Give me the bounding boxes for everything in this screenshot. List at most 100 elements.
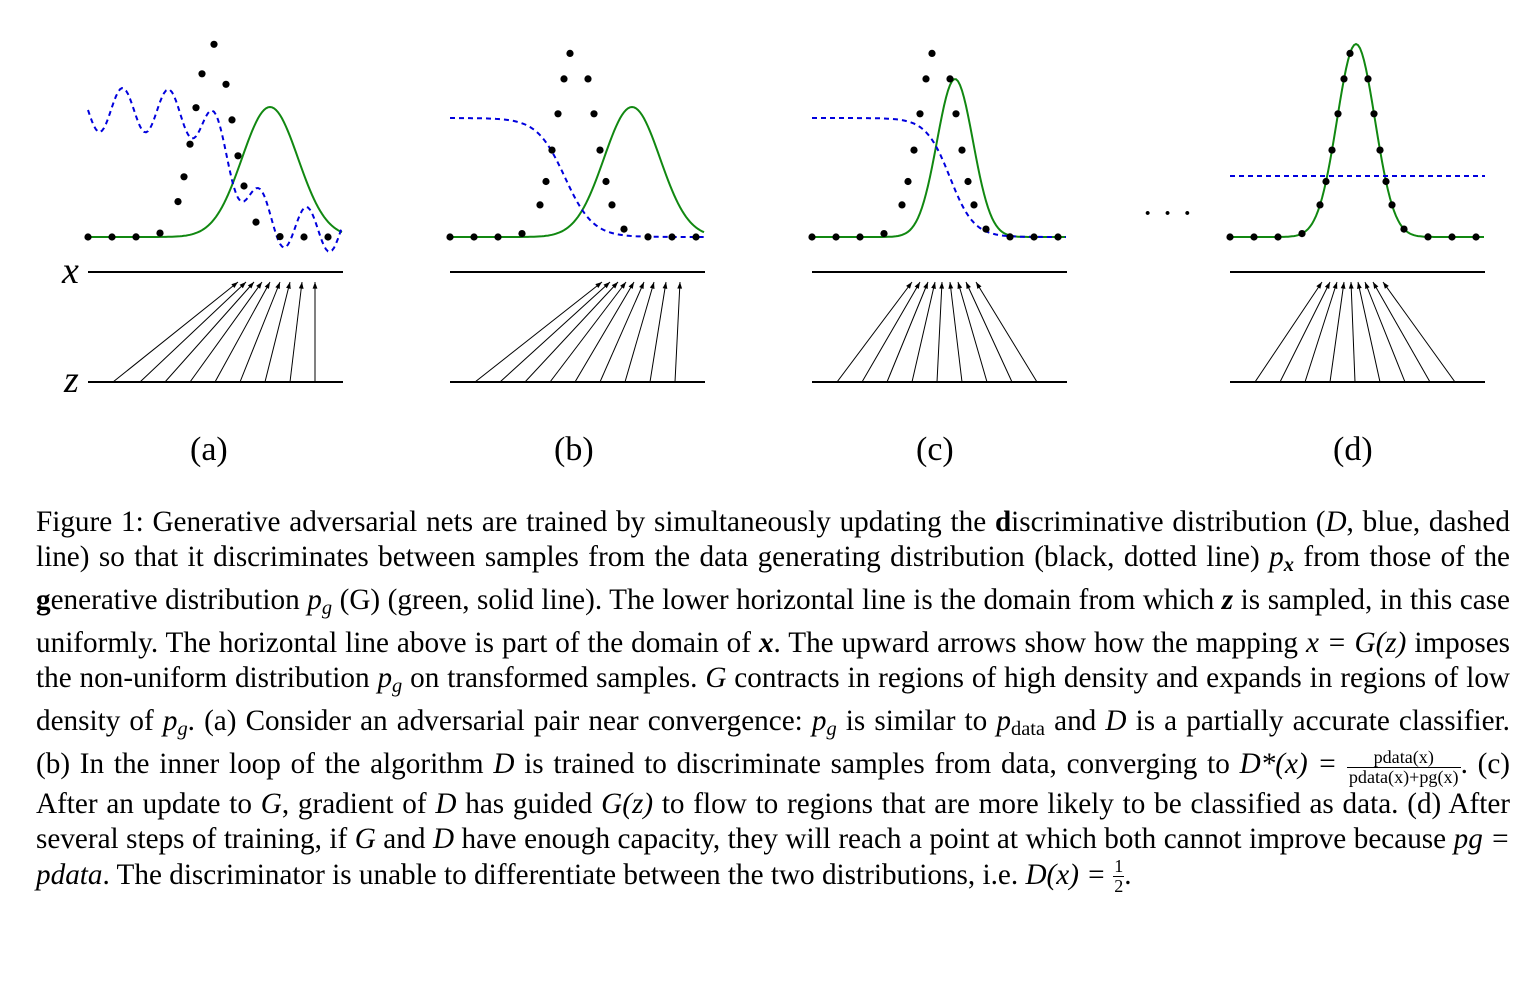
arrowhead-b [603, 282, 610, 289]
data-dot-a [240, 182, 248, 190]
data-dot-a [198, 70, 206, 78]
panel-c-label: (c) [916, 431, 954, 468]
data-dot-d [1316, 201, 1324, 209]
ellipsis: · · · [1142, 195, 1193, 232]
mapping-arrow-c [911, 281, 936, 383]
figure-number: Figure 1: [36, 506, 144, 538]
mapping-arrow-c [936, 281, 943, 383]
arrowhead-d [1357, 282, 1362, 289]
mapping-arrow-a [139, 281, 247, 383]
data-dot-a [222, 80, 230, 88]
arrowhead-a [256, 282, 262, 289]
mapping-arrow-d [1254, 281, 1323, 383]
data-dot-b [596, 146, 604, 154]
data-dot-b [518, 230, 526, 238]
arrowhead-d [1365, 282, 1370, 289]
data-dot-a [180, 173, 188, 181]
data-dot-a [324, 233, 332, 241]
arrowhead-c [939, 282, 945, 289]
data-dot-d [1328, 146, 1336, 154]
arrowhead-a [264, 282, 270, 289]
arrowhead-d [1324, 282, 1330, 289]
data-dot-d [1364, 75, 1372, 83]
arrowhead-b [595, 282, 602, 288]
data-dot-d [1382, 177, 1390, 186]
data-dot-b [668, 233, 676, 241]
data-dot-c [946, 75, 954, 83]
data-dot-b [692, 233, 700, 241]
data-dot-c [1054, 233, 1062, 241]
data-dot-d [1400, 225, 1408, 233]
data-dot-b [620, 225, 628, 233]
generator-curve-c [812, 78, 1066, 238]
arrowhead-a [286, 282, 291, 289]
arrowhead-c [948, 282, 954, 289]
arrowhead-a [298, 282, 304, 289]
data-dot-d [1472, 233, 1480, 241]
mapping-arrow-d [1304, 281, 1338, 383]
mapping-arrow-c [886, 281, 929, 383]
data-dot-b [602, 177, 610, 186]
mapping-arrow-d [1382, 281, 1456, 383]
mapping-arrow-d [1357, 281, 1381, 383]
data-dot-b [470, 233, 478, 241]
mapping-arrow-a [112, 281, 239, 383]
arrowhead-c [957, 282, 963, 289]
data-dot-c [856, 233, 864, 241]
panel-a-label: (a) [190, 431, 228, 468]
data-dot-c [880, 230, 888, 238]
data-dot-d [1448, 233, 1456, 241]
data-dot-b [590, 110, 598, 118]
arrowhead-c [906, 282, 912, 289]
data-dot-a [234, 152, 242, 160]
data-dot-d [1376, 146, 1384, 154]
data-dot-d [1298, 230, 1306, 238]
data-dot-a [252, 218, 260, 226]
data-dot-c [808, 233, 816, 241]
data-dot-a [186, 140, 194, 148]
data-dot-b [494, 233, 502, 241]
figure-caption: Figure 1: Generative adversarial nets ar… [36, 506, 1511, 896]
mapping-arrow-b [474, 281, 603, 383]
mapping-arrow-d [1372, 281, 1431, 383]
data-dot-b [536, 201, 544, 209]
arrowhead-d [1316, 282, 1322, 289]
data-dot-c [910, 146, 918, 154]
generator-curve-b [450, 105, 705, 238]
mapping-arrow-d [1350, 281, 1356, 383]
data-dot-d [1370, 110, 1378, 118]
generator-curve-d [1230, 42, 1484, 238]
mapping-arrow-d [1279, 281, 1331, 383]
data-dot-b [584, 75, 592, 83]
data-dot-b [446, 233, 454, 241]
arrowhead-c [976, 282, 982, 289]
arrowhead-b [639, 282, 644, 289]
arrowhead-c [966, 282, 971, 289]
mapping-arrow-b [524, 281, 619, 383]
data-dot-c [958, 146, 966, 154]
mapping-arrow-a [264, 281, 291, 383]
mapping-arrow-b [649, 281, 667, 383]
data-dot-a [108, 233, 116, 241]
data-dot-c [970, 201, 978, 209]
mapping-arrow-c [836, 281, 913, 383]
mapping-arrow-a [289, 281, 303, 383]
mapping-arrow-b [499, 281, 611, 383]
arrowhead-b [662, 282, 668, 289]
data-dot-c [952, 110, 960, 118]
d-star-fraction: pdata(x) pdata(x)+pg(x) [1346, 747, 1461, 788]
discriminator-curve-a [87, 87, 343, 253]
data-dot-a [84, 233, 92, 241]
z-axis-label: z [63, 359, 79, 401]
mapping-arrow-a [164, 281, 255, 383]
panel-d-label: (d) [1333, 431, 1373, 468]
data-dot-c [916, 110, 924, 118]
mapping-arrow-b [574, 281, 635, 383]
panel-b-label: (b) [554, 431, 594, 468]
data-dot-a [174, 198, 182, 206]
data-dot-c [982, 225, 990, 233]
data-dot-a [228, 116, 236, 124]
data-dot-d [1274, 233, 1282, 241]
mapping-arrow-c [949, 281, 963, 383]
